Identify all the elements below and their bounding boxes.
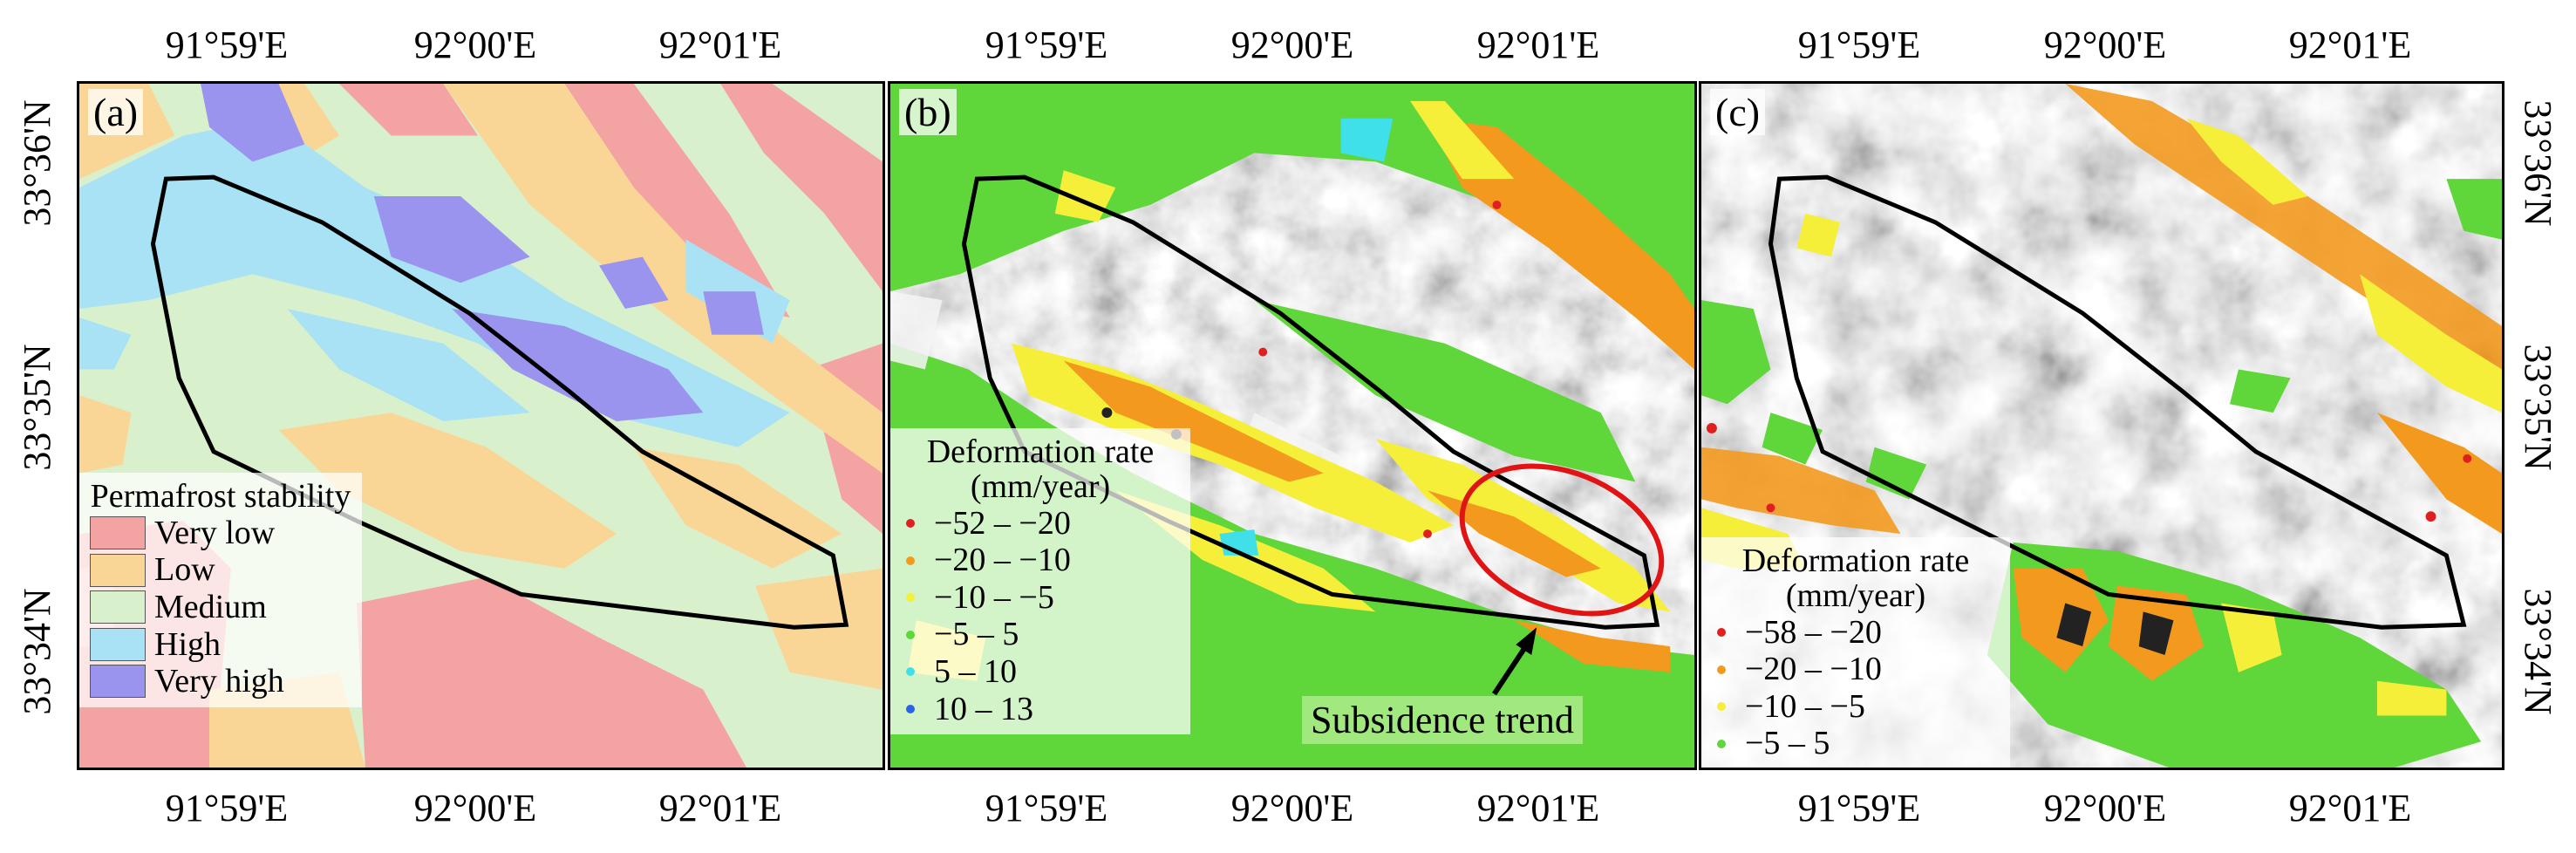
lon-tick-bottom: 92°00'E [2043, 787, 2167, 829]
legend-item: −5 – 5 [901, 616, 1180, 653]
lon-tick-top: 91°59'E [165, 24, 289, 66]
legend-dot [906, 556, 915, 565]
legend-swatch [90, 553, 146, 587]
legend-permafrost-stability: Permafrost stability Very low Low Medium… [79, 473, 362, 707]
lon-tick-top: 92°01'E [2288, 24, 2412, 66]
lon-tick-top: 91°59'E [985, 24, 1108, 66]
lat-tick-left: 33°34'N [16, 588, 58, 715]
legend-dot [906, 667, 915, 677]
lon-tick-top: 92°00'E [413, 24, 537, 66]
panel-c-deformation-map: (c) Deformation rate (mm/year) −58 – −20… [1699, 81, 2504, 770]
legend-item-label: Very low [154, 514, 276, 551]
legend-dot [1717, 739, 1726, 748]
legend-dot [1717, 702, 1726, 712]
legend-item: Very high [90, 663, 351, 700]
legend-item-label: −20 – −10 [1745, 651, 1882, 688]
legend-swatch [90, 627, 146, 661]
lat-tick-right: 33°36'N [2517, 99, 2559, 227]
lon-tick-top: 92°01'E [1476, 24, 1600, 66]
lon-tick-bottom: 92°01'E [2288, 787, 2412, 829]
legend-title: Permafrost stability [90, 478, 351, 515]
panel-b-deformation-map: (b) Deformation rate (mm/year) −52 – −20… [888, 81, 1697, 770]
legend-item: −20 – −10 [1712, 651, 2000, 688]
legend-item-label: High [154, 625, 221, 663]
lat-tick-right: 33°34'N [2517, 588, 2559, 715]
lat-tick-left: 33°36'N [16, 99, 58, 227]
legend-dot [1717, 628, 1726, 638]
legend-item-label: −10 – −5 [934, 578, 1054, 616]
legend-item: 10 – 13 [901, 691, 1180, 728]
legend-item: Very low [90, 515, 351, 552]
legend-item-label: −52 – −20 [934, 504, 1071, 542]
lon-tick-top: 92°00'E [2043, 24, 2167, 66]
legend-item-label: 10 – 13 [934, 690, 1033, 727]
legend-item-label: −5 – 5 [1745, 725, 1830, 762]
legend-item: High [90, 626, 351, 664]
legend-item: −5 – 5 [1712, 725, 2000, 762]
lon-tick-bottom: 92°01'E [658, 787, 782, 829]
lon-tick-top: 92°01'E [658, 24, 782, 66]
lon-tick-bottom: 92°00'E [413, 787, 537, 829]
legend-deformation-rate: Deformation rate (mm/year) −58 – −20 −20… [1701, 537, 2010, 768]
legend-dot [906, 519, 915, 529]
legend-swatch [90, 516, 146, 550]
subsidence-trend-label: Subsidence trend [1302, 696, 1583, 744]
legend-title: Deformation rate (mm/year) [1741, 543, 1970, 614]
legend-item: Low [90, 551, 351, 589]
legend-dot [906, 630, 915, 639]
lat-tick-left: 33°35'N [16, 344, 58, 471]
legend-item: −20 – −10 [901, 542, 1180, 579]
legend-item-label: −20 – −10 [934, 542, 1071, 579]
legend-item-label: −5 – 5 [934, 616, 1019, 653]
legend-item-label: Very high [154, 663, 284, 700]
legend-item: −58 – −20 [1712, 614, 2000, 652]
panel-label: (c) [1710, 89, 1766, 135]
legend-swatch [90, 590, 146, 624]
legend-item: −52 – −20 [901, 505, 1180, 543]
lon-tick-bottom: 91°59'E [985, 787, 1108, 829]
legend-dot [1717, 665, 1726, 674]
lat-tick-right: 33°35'N [2517, 344, 2559, 471]
lon-tick-top: 92°00'E [1230, 24, 1354, 66]
panel-a-stability-map: (a) Permafrost stability Very low Low Me… [77, 81, 885, 770]
legend-dot [906, 593, 915, 603]
legend-item: 5 – 10 [901, 653, 1180, 691]
legend-item-label: 5 – 10 [934, 652, 1017, 690]
panel-label: (b) [899, 89, 957, 135]
legend-item-label: Medium [154, 588, 267, 625]
legend-item: Medium [90, 589, 351, 626]
legend-item: −10 – −5 [1712, 688, 2000, 726]
legend-item-label: −58 – −20 [1745, 613, 1882, 651]
lon-tick-bottom: 91°59'E [165, 787, 289, 829]
legend-dot [906, 704, 915, 713]
lon-tick-bottom: 91°59'E [1797, 787, 1921, 829]
lon-tick-top: 91°59'E [1797, 24, 1921, 66]
lon-tick-bottom: 92°01'E [1476, 787, 1600, 829]
legend-item-label: −10 – −5 [1745, 687, 1865, 725]
lon-tick-bottom: 92°00'E [1230, 787, 1354, 829]
legend-deformation-rate: Deformation rate (mm/year) −52 – −20 −20… [890, 428, 1190, 735]
legend-item: −10 – −5 [901, 579, 1180, 617]
legend-swatch [90, 665, 146, 699]
legend-title: Deformation rate (mm/year) [926, 433, 1155, 505]
panel-label: (a) [88, 89, 144, 135]
legend-item-label: Low [154, 551, 215, 589]
